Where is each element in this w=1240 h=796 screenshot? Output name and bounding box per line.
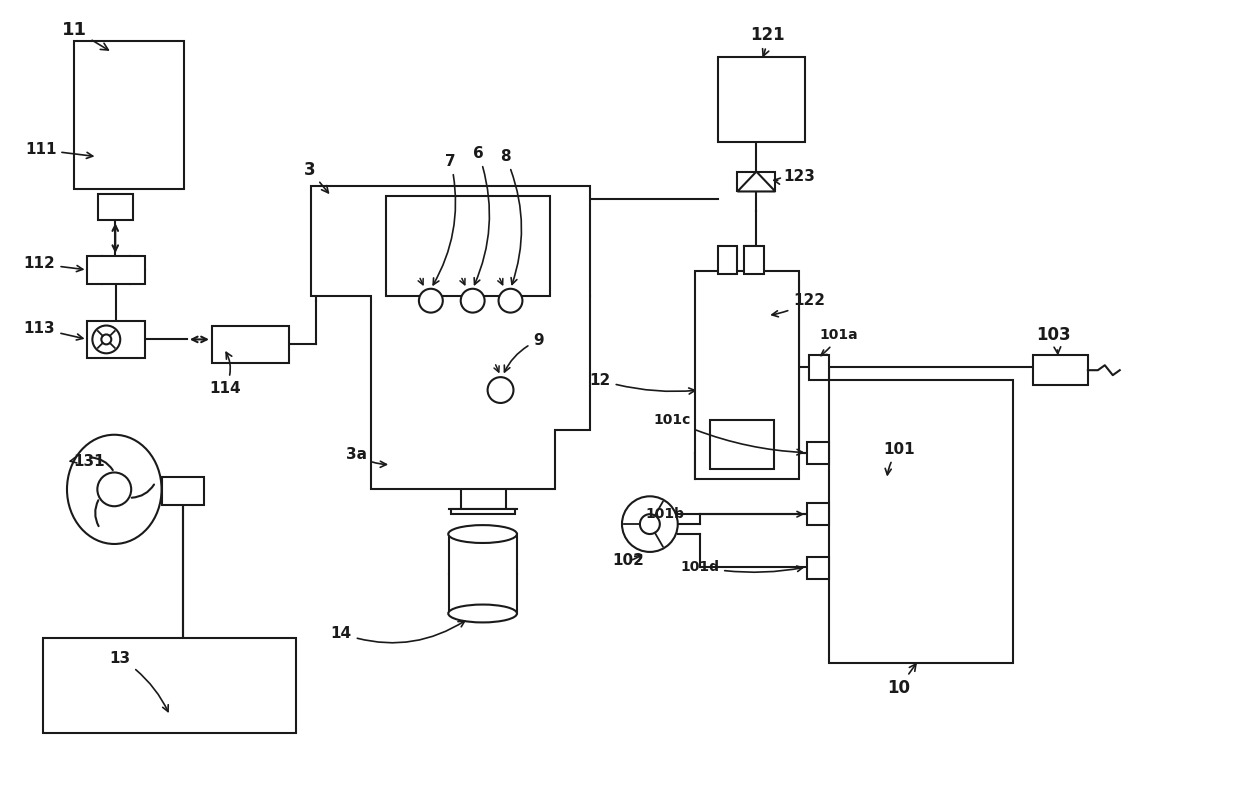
Ellipse shape (449, 525, 517, 543)
Bar (694, 271, 800, 479)
Text: 3a: 3a (346, 447, 387, 467)
Text: 9: 9 (505, 333, 543, 372)
Bar (386, 197, 551, 296)
Bar (74, 41, 184, 189)
Text: 3: 3 (304, 161, 329, 193)
Text: 13: 13 (109, 650, 169, 712)
Bar (718, 246, 738, 274)
Polygon shape (311, 186, 590, 490)
Text: 112: 112 (24, 256, 83, 271)
Text: 102: 102 (613, 553, 644, 568)
Circle shape (640, 514, 660, 534)
Text: 121: 121 (750, 25, 785, 56)
Text: 101: 101 (883, 442, 915, 475)
Text: 14: 14 (331, 621, 465, 643)
Circle shape (92, 326, 120, 353)
Text: 111: 111 (25, 142, 93, 158)
Bar (738, 172, 775, 192)
Text: 103: 103 (1035, 326, 1070, 353)
Bar (98, 194, 133, 220)
Text: 114: 114 (210, 353, 241, 396)
Ellipse shape (67, 435, 161, 544)
Circle shape (419, 289, 443, 313)
Polygon shape (738, 172, 775, 192)
Text: 101d: 101d (681, 560, 802, 574)
Bar (87, 321, 145, 358)
Bar (162, 478, 203, 505)
Text: 113: 113 (24, 321, 83, 340)
Bar (807, 557, 830, 579)
Bar (709, 419, 774, 470)
Circle shape (487, 377, 513, 403)
Text: 123: 123 (774, 169, 815, 184)
Bar (718, 57, 805, 142)
Circle shape (461, 289, 485, 313)
Bar (212, 326, 289, 363)
Text: 12: 12 (589, 373, 694, 394)
Circle shape (622, 497, 678, 552)
Text: 122: 122 (773, 293, 825, 317)
Bar (1033, 355, 1087, 385)
Text: 8: 8 (500, 149, 522, 284)
Bar (449, 534, 517, 614)
Bar (807, 442, 830, 463)
Bar (451, 509, 516, 514)
Text: 101a: 101a (820, 329, 858, 356)
Circle shape (98, 473, 131, 506)
Bar (42, 638, 296, 732)
Circle shape (498, 289, 522, 313)
Bar (830, 380, 1013, 663)
Ellipse shape (449, 604, 517, 622)
Text: 10: 10 (888, 664, 916, 697)
Text: 101c: 101c (653, 413, 802, 455)
Text: 6: 6 (474, 146, 490, 284)
Text: 101b: 101b (645, 507, 802, 521)
Bar (87, 256, 145, 284)
Text: 7: 7 (433, 154, 456, 285)
Bar (807, 503, 830, 525)
Bar (810, 355, 830, 380)
Circle shape (102, 334, 112, 345)
Text: 11: 11 (62, 21, 108, 50)
Bar (744, 246, 764, 274)
Text: 131: 131 (71, 454, 105, 469)
